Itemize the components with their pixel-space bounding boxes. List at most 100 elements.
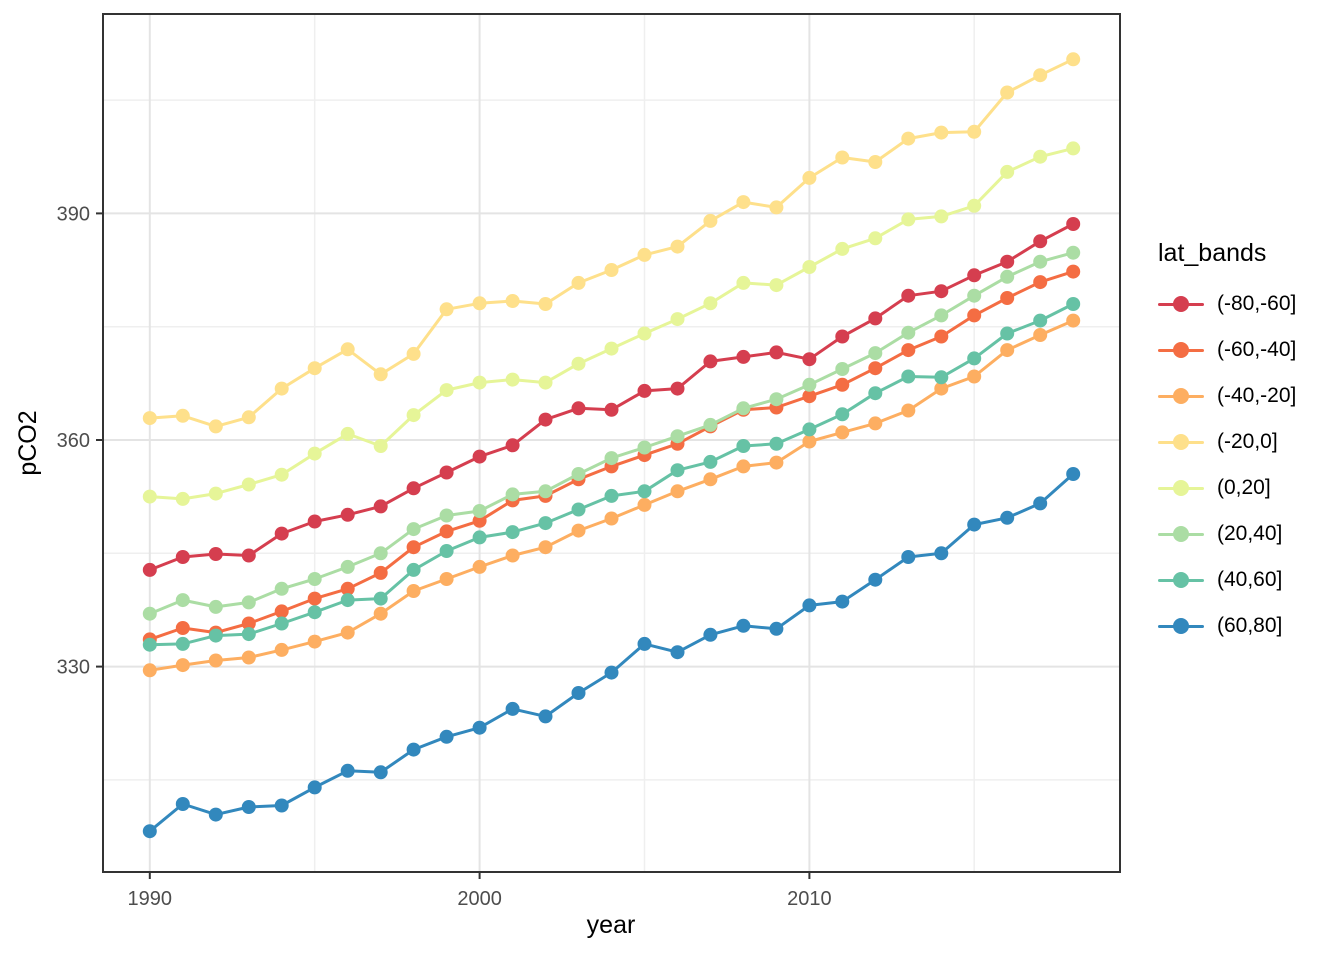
data-point [406,481,421,496]
data-point [1000,269,1015,284]
data-point [472,530,487,545]
legend-key-dot [1173,572,1189,588]
data-point [208,486,223,501]
data-point [769,455,784,470]
data-point [868,346,883,361]
data-point [637,440,652,455]
y-tick-label: 330 [57,657,90,679]
x-tick-label: 1990 [128,888,173,910]
legend-label: (40,60] [1217,568,1283,591]
data-point [406,346,421,361]
data-point [175,550,190,564]
data-point [373,565,388,580]
data-point [307,514,322,529]
data-point [373,499,388,514]
data-point [1033,68,1048,83]
data-point [934,329,949,344]
data-point [1033,254,1048,269]
data-point [175,491,190,506]
data-point [736,618,751,633]
data-point [571,686,586,700]
data-point [307,572,322,586]
data-point [1066,141,1081,156]
data-point [835,329,850,344]
data-point [1033,313,1048,328]
data-point [967,517,982,532]
data-point [769,436,784,451]
x-axis-title: year [586,911,636,939]
legend-row: (20,40] [1158,511,1344,557]
legend-key-dot [1173,388,1189,404]
data-point [934,381,949,396]
data-point [241,548,256,563]
data-point [604,263,619,277]
data-point [472,720,487,735]
data-point [208,807,223,822]
data-point [1066,467,1081,481]
data-point [241,800,256,814]
data-point [736,275,751,290]
data-point [802,352,817,367]
data-point [406,584,421,598]
data-point [241,595,256,610]
data-point [604,511,619,526]
legend-key-icon [1158,617,1204,635]
y-tick-label: 360 [57,430,90,452]
data-point [1066,52,1081,67]
data-point [274,526,289,541]
data-point [703,213,718,228]
data-point [538,412,553,427]
legend-label: (60,80] [1217,614,1283,637]
data-point [802,434,817,449]
data-point [274,616,289,631]
data-point [1033,234,1048,249]
data-point [1033,496,1048,511]
x-tick-label: 2000 [457,888,502,910]
data-point [373,546,388,561]
data-point [406,562,421,577]
data-point [1000,326,1015,341]
data-point [637,497,652,512]
data-point [472,559,487,574]
data-point [934,209,949,224]
data-point [142,663,157,678]
legend-label: (-80,-60] [1217,292,1297,315]
data-point [901,288,916,303]
data-point [901,369,916,384]
data-point [967,288,982,303]
data-point [142,489,157,504]
data-point [241,410,256,425]
data-point [1000,164,1015,179]
data-point [406,408,421,423]
data-point [538,375,553,390]
data-point [307,446,322,461]
y-tick-label: 390 [57,203,90,225]
data-point [307,605,322,620]
data-point [505,438,520,453]
data-point [1000,85,1015,100]
data-point [967,268,982,283]
data-point [1000,343,1015,358]
data-point [769,278,784,293]
data-point [208,628,223,643]
data-point [406,540,421,555]
data-point [967,369,982,384]
data-point [703,454,718,469]
data-point [934,308,949,323]
legend-row: (0,20] [1158,465,1344,511]
data-point [274,581,289,596]
data-point [901,343,916,358]
y-axis-title: pCO2 [14,410,42,476]
data-point [571,467,586,481]
legend-label: (20,40] [1217,522,1283,545]
data-point [637,484,652,499]
data-point [340,507,355,522]
data-point [901,550,916,564]
data-point [373,439,388,453]
legend-label: (-40,-20] [1217,384,1297,407]
data-point [505,372,520,387]
data-point [340,581,355,596]
data-point [637,383,652,398]
